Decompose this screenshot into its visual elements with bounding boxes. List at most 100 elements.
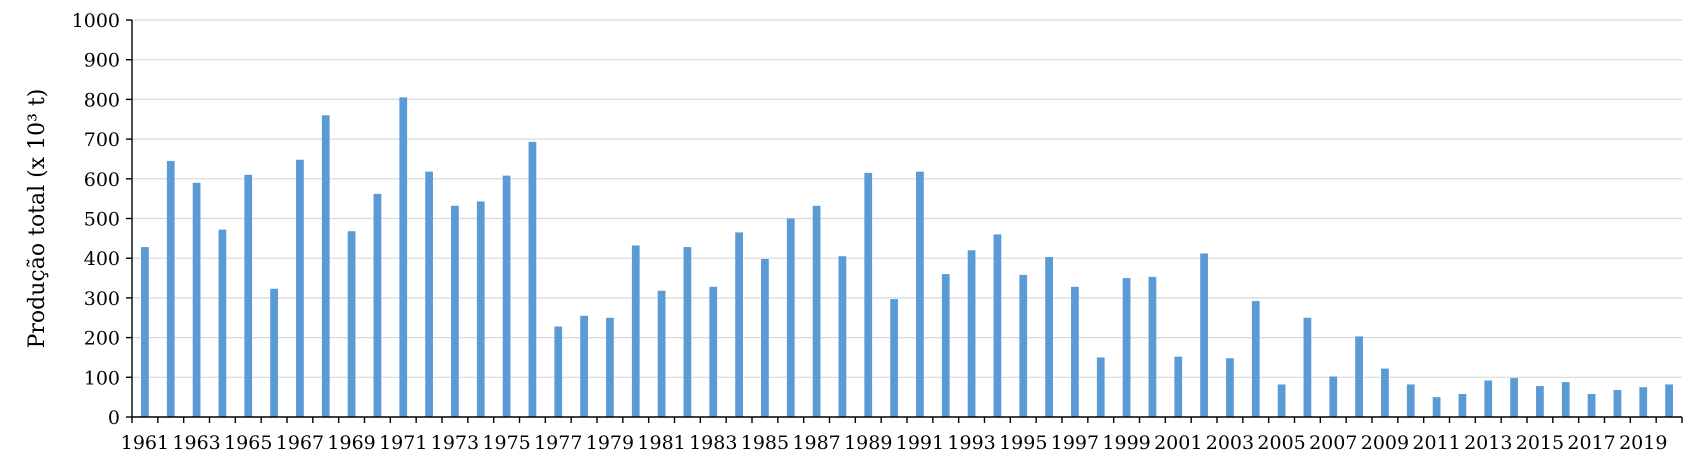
bar xyxy=(1122,278,1131,417)
bar xyxy=(399,97,408,417)
bar xyxy=(1277,384,1286,417)
y-tick-label: 600 xyxy=(84,169,120,191)
y-axis-ticks: 0 100 200 300 400 500 600 700 800 900 1000 xyxy=(72,10,132,429)
x-tick-label: 1963 xyxy=(172,432,220,454)
x-tick-label: 1977 xyxy=(534,432,582,454)
x-tick-label: 1981 xyxy=(637,432,685,454)
bar xyxy=(1045,257,1053,417)
bar xyxy=(812,205,821,417)
bar xyxy=(1484,380,1493,417)
x-tick-label: 2001 xyxy=(1154,432,1202,454)
bar xyxy=(321,115,330,417)
x-tick-label: 2007 xyxy=(1309,432,1357,454)
bar xyxy=(916,171,924,417)
x-tick-label: 1993 xyxy=(947,432,995,454)
x-tick-label: 1991 xyxy=(896,432,944,454)
y-tick-label: 800 xyxy=(84,89,120,111)
bar xyxy=(270,288,278,417)
bar xyxy=(709,286,718,417)
x-tick-label: 1965 xyxy=(224,432,272,454)
bar xyxy=(166,160,175,417)
bar xyxy=(192,182,201,417)
x-tick-label: 2013 xyxy=(1464,432,1512,454)
bar xyxy=(451,205,459,417)
bar xyxy=(890,299,898,417)
x-tick-label: 2003 xyxy=(1206,432,1254,454)
x-tick-label: 2005 xyxy=(1257,432,1305,454)
bar xyxy=(244,174,253,417)
bar xyxy=(1381,368,1389,417)
bar xyxy=(1303,317,1312,417)
bar xyxy=(1251,301,1260,417)
x-tick-label: 1995 xyxy=(999,432,1047,454)
bar xyxy=(425,171,433,417)
x-tick-label: 1987 xyxy=(792,432,840,454)
x-tick-label: 1975 xyxy=(482,432,530,454)
bar xyxy=(1406,384,1415,417)
x-tick-label: 1989 xyxy=(844,432,892,454)
x-tick-label: 1999 xyxy=(1102,432,1150,454)
bar xyxy=(373,193,382,417)
x-tick-label: 1967 xyxy=(276,432,324,454)
x-tick-label: 1997 xyxy=(1051,432,1099,454)
y-tick-label: 400 xyxy=(84,248,120,270)
bar xyxy=(761,258,769,417)
bar xyxy=(1536,386,1544,417)
bar xyxy=(1432,397,1441,417)
x-tick-label: 1973 xyxy=(431,432,479,454)
x-tick-label: 1969 xyxy=(327,432,375,454)
bar xyxy=(941,274,950,417)
bar xyxy=(1613,390,1622,417)
bar xyxy=(786,218,795,417)
x-tick-label: 2017 xyxy=(1567,432,1615,454)
bar xyxy=(606,317,614,417)
y-tick-label: 900 xyxy=(84,50,120,72)
bar xyxy=(1174,356,1183,417)
y-tick-label: 0 xyxy=(108,407,120,429)
bar xyxy=(347,231,356,417)
bar xyxy=(1329,376,1338,417)
bar xyxy=(864,172,873,417)
x-tick-label: 1971 xyxy=(379,432,427,454)
bar xyxy=(1148,276,1157,417)
bar xyxy=(735,232,743,417)
bar xyxy=(1200,253,1208,417)
x-tick-label: 1985 xyxy=(741,432,789,454)
bar xyxy=(1561,382,1570,417)
bar xyxy=(1019,274,1028,417)
y-tick-label: 700 xyxy=(84,129,120,151)
y-tick-label: 500 xyxy=(84,209,120,231)
bar xyxy=(296,159,304,417)
x-tick-label: 1983 xyxy=(689,432,737,454)
bar xyxy=(993,234,1002,417)
x-tick-label: 2009 xyxy=(1361,432,1409,454)
bar xyxy=(1458,393,1467,417)
bar xyxy=(683,247,692,417)
x-axis-ticks: 1961 1963 1965 1967 1969 1971 1973 1975 1977 1979… xyxy=(121,417,1683,454)
bar xyxy=(476,201,485,417)
bar xyxy=(657,290,666,417)
bar xyxy=(1096,357,1105,417)
bar xyxy=(1510,378,1518,417)
bar xyxy=(580,315,588,417)
bar xyxy=(967,250,976,417)
bar xyxy=(1639,387,1648,417)
bar xyxy=(1071,286,1079,417)
bars xyxy=(141,97,1673,417)
x-tick-label: 2015 xyxy=(1516,432,1564,454)
bar xyxy=(554,326,563,417)
bar xyxy=(838,256,847,417)
x-tick-label: 2011 xyxy=(1412,432,1460,454)
bar xyxy=(1587,393,1596,417)
x-tick-label: 1979 xyxy=(586,432,634,454)
bar xyxy=(218,229,227,417)
bar xyxy=(631,245,640,417)
bar xyxy=(528,141,537,417)
y-tick-label: 200 xyxy=(84,328,120,350)
gridlines xyxy=(132,19,1682,378)
x-tick-label: 2019 xyxy=(1619,432,1667,454)
bar xyxy=(1665,384,1673,417)
y-tick-label: 1000 xyxy=(72,10,120,32)
bar xyxy=(141,247,149,417)
